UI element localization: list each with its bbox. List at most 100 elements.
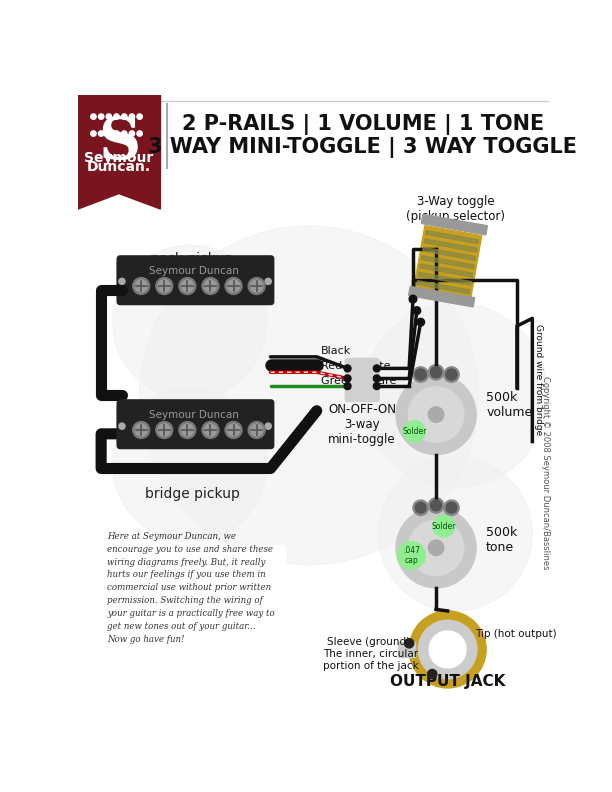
Circle shape [344,383,351,390]
Circle shape [373,365,380,372]
Text: ON-OFF-ON
3-way
mini-toggle: ON-OFF-ON 3-way mini-toggle [328,403,396,446]
Text: 2 P-RAILS | 1 VOLUME | 1 TONE: 2 P-RAILS | 1 VOLUME | 1 TONE [182,114,544,135]
Bar [414,226,482,300]
Circle shape [114,131,119,136]
FancyBboxPatch shape [98,546,285,637]
Circle shape [133,421,150,439]
Text: Seymour Duncan: Seymour Duncan [149,265,239,276]
Circle shape [135,280,147,292]
Circle shape [202,421,219,439]
Circle shape [135,424,147,436]
Text: Black: Black [321,345,351,356]
Circle shape [248,277,265,295]
Circle shape [408,520,464,576]
Circle shape [265,423,271,429]
Text: Ground wire from bridge: Ground wire from bridge [534,324,543,436]
Bar [417,280,470,294]
Circle shape [114,114,119,120]
Circle shape [446,502,457,513]
Circle shape [404,421,425,442]
Circle shape [250,280,263,292]
Text: 3 WAY MINI-TOGGLE | 3 WAY TOGGLE: 3 WAY MINI-TOGGLE | 3 WAY TOGGLE [149,137,578,158]
Text: Sleeve (ground).
The inner, circular
portion of the jack: Sleeve (ground). The inner, circular por… [323,638,419,671]
Circle shape [225,421,242,439]
Circle shape [431,367,441,378]
Bar [423,247,476,261]
Circle shape [378,457,532,611]
Circle shape [181,424,193,436]
Circle shape [204,280,217,292]
FancyBboxPatch shape [264,406,273,443]
Bar [398,642,414,657]
FancyBboxPatch shape [345,358,379,402]
Circle shape [129,114,135,120]
Circle shape [373,383,380,390]
Circle shape [158,424,170,436]
FancyBboxPatch shape [118,261,127,299]
Text: Solder: Solder [402,427,427,436]
Circle shape [433,516,455,537]
FancyBboxPatch shape [264,261,273,299]
Circle shape [91,131,96,136]
Circle shape [99,114,104,120]
Polygon shape [178,634,201,649]
Circle shape [431,500,441,511]
Circle shape [202,277,219,295]
Circle shape [204,424,217,436]
Circle shape [106,114,111,120]
Circle shape [133,277,150,295]
Circle shape [419,620,477,679]
Bar [78,95,160,172]
Circle shape [413,367,428,383]
Text: neck pickup: neck pickup [151,252,234,266]
Circle shape [156,277,173,295]
Bar [421,215,487,235]
Circle shape [119,278,125,284]
Circle shape [228,280,240,292]
Text: bridge pickup: bridge pickup [144,487,239,501]
Bar [426,230,479,244]
Circle shape [413,307,420,314]
Text: S: S [98,115,140,171]
Circle shape [344,375,351,382]
Text: Seymour Duncan: Seymour Duncan [149,409,239,420]
Circle shape [122,114,127,120]
Bar [419,272,471,285]
Circle shape [413,500,428,516]
Circle shape [428,669,437,679]
Circle shape [250,424,263,436]
Circle shape [179,277,196,295]
Text: Here at Seymour Duncan, we
encourage you to use and share these
wiring diagrams : Here at Seymour Duncan, we encourage you… [107,532,275,644]
Circle shape [248,421,265,439]
Circle shape [140,226,479,565]
Circle shape [129,131,135,136]
Circle shape [431,367,441,378]
Bar [421,256,474,268]
Circle shape [344,365,351,372]
FancyBboxPatch shape [116,399,274,449]
Circle shape [416,369,426,380]
Bar [420,264,473,277]
Circle shape [405,638,414,648]
Circle shape [429,631,466,668]
Circle shape [137,131,143,136]
Circle shape [99,131,104,136]
Circle shape [409,295,417,303]
Circle shape [409,611,486,688]
Circle shape [106,131,111,136]
Text: Tip (hot output): Tip (hot output) [474,629,556,639]
Bar [424,239,477,252]
Circle shape [113,387,267,542]
Polygon shape [78,172,160,209]
Circle shape [416,369,426,380]
Circle shape [179,421,196,439]
Text: Duncan.: Duncan. [87,161,151,174]
Circle shape [444,500,459,516]
Circle shape [181,280,193,292]
Text: 500k
tone: 500k tone [486,526,517,554]
Bar [409,287,475,307]
Circle shape [265,278,271,284]
Text: .047
cap: .047 cap [403,546,420,565]
Circle shape [113,246,267,399]
Circle shape [373,375,380,382]
